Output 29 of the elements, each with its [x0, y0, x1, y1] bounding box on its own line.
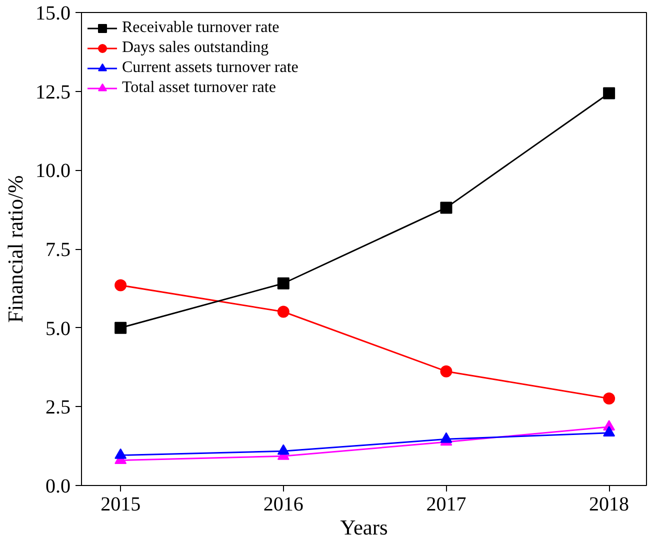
y-tick-label: 12.5 — [36, 81, 70, 104]
point — [114, 448, 127, 459]
x-tick-label: 2016 — [263, 494, 304, 516]
y-tick-label: 7.5 — [46, 239, 70, 261]
y-tick-label: 15.0 — [36, 2, 70, 24]
legend-label: Receivable turnover rate — [122, 19, 280, 37]
point — [440, 432, 452, 443]
x-tick-label: 2018 — [589, 494, 630, 516]
y-tick-label: 0.0 — [46, 476, 70, 498]
x-tick-label: 2015 — [100, 494, 141, 516]
y-tick-label: 2.5 — [46, 396, 70, 419]
point — [114, 322, 127, 334]
x-tick-label: 2017 — [426, 494, 466, 516]
point — [277, 277, 290, 290]
point — [603, 87, 616, 100]
point — [603, 392, 616, 404]
point — [114, 279, 127, 292]
y-axis-title: Financial ratio/% — [4, 175, 28, 323]
legend-label: Current assets turnover rate — [122, 59, 298, 77]
y-tick-label: 5.0 — [46, 318, 70, 340]
legend-label: Days sales outstanding — [122, 39, 269, 57]
point — [603, 426, 616, 437]
legend-label: Total asset turnover rate — [122, 79, 276, 97]
point — [440, 365, 452, 378]
x-axis-title: Years — [340, 516, 388, 540]
point — [277, 306, 290, 318]
y-tick-label: 10.0 — [36, 160, 70, 182]
point — [440, 202, 452, 214]
point — [277, 444, 290, 455]
